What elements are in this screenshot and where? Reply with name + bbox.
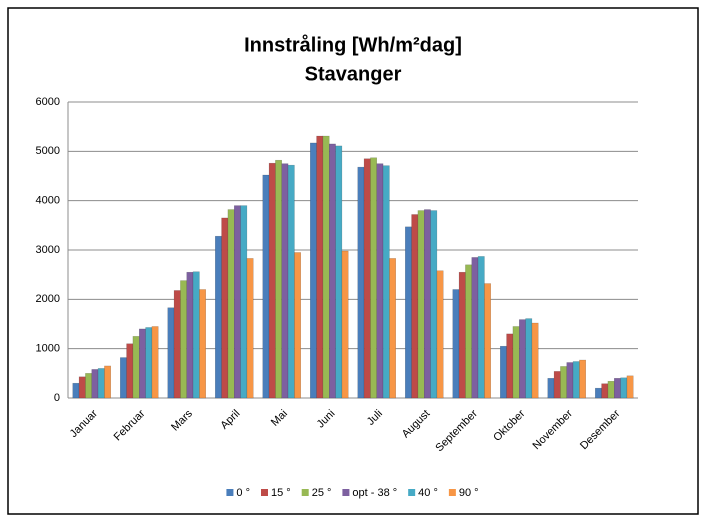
bar: [458, 271, 466, 399]
bar: [452, 289, 460, 399]
bar: [126, 343, 134, 399]
legend-swatch: [408, 489, 416, 496]
legend-swatch: [342, 489, 350, 496]
bar: [614, 378, 621, 399]
bar: [281, 163, 289, 399]
legend-label: 15 °: [271, 487, 291, 499]
bar: [192, 271, 200, 399]
bar: [173, 290, 181, 399]
bar: [382, 165, 390, 399]
y-tick-label: 0: [54, 392, 60, 404]
legend-label: 90 °: [459, 487, 479, 499]
bar: [506, 333, 514, 399]
bar: [85, 373, 92, 399]
bar: [268, 162, 276, 399]
bar: [145, 327, 153, 399]
y-tick-label: 4000: [36, 195, 60, 207]
y-tick-label: 1000: [36, 343, 60, 355]
y-tick-label: 6000: [36, 96, 60, 108]
bar: [97, 368, 105, 399]
legend-swatch: [226, 489, 234, 496]
bar: [104, 365, 111, 399]
bar: [389, 258, 396, 399]
bar: [512, 326, 520, 399]
bar: [246, 258, 254, 399]
y-tick-label: 5000: [36, 145, 60, 157]
bar: [167, 307, 175, 399]
bar: [363, 158, 371, 399]
bar: [579, 359, 587, 399]
bar: [547, 378, 555, 399]
bar: [465, 264, 472, 399]
bar: [91, 369, 99, 399]
bar: [240, 205, 248, 399]
bar: [572, 361, 580, 399]
bar: [477, 256, 485, 399]
bar: [294, 252, 301, 399]
chart-subtitle: Stavanger: [305, 63, 402, 85]
bar: [601, 383, 609, 399]
bar: [120, 357, 127, 399]
legend-label: opt - 38 °: [352, 487, 397, 499]
chart-title: Innstråling [Wh/m²dag]: [244, 33, 462, 56]
bar: [357, 166, 365, 399]
bar: [186, 271, 194, 399]
bar: [370, 157, 377, 399]
bar: [519, 319, 526, 399]
bar: [180, 280, 188, 399]
bar: [620, 377, 628, 399]
bar: [221, 217, 229, 399]
bar: [215, 235, 222, 399]
bar: [132, 336, 140, 399]
bar: [417, 210, 425, 399]
bar: [436, 270, 444, 399]
legend-swatch: [301, 489, 309, 496]
bar: [316, 135, 324, 399]
bar: [329, 143, 336, 399]
bar: [484, 283, 491, 399]
bar: [262, 174, 270, 399]
bar: [626, 375, 634, 399]
legend-swatch: [448, 489, 456, 496]
bar: [553, 371, 561, 399]
bar: [430, 210, 438, 399]
bar: [227, 209, 235, 399]
bar: [531, 322, 539, 399]
bar: [500, 345, 507, 399]
y-tick-label: 2000: [36, 293, 60, 305]
bar: [424, 209, 431, 399]
bar: [287, 164, 295, 399]
bar: [310, 142, 317, 399]
bar: [405, 226, 412, 399]
bar: [595, 387, 602, 399]
bar: [151, 326, 159, 399]
bar: [72, 382, 80, 399]
bar: [275, 159, 282, 399]
bar: [560, 366, 568, 399]
bar: [376, 163, 384, 399]
legend-swatch: [261, 489, 268, 496]
bar: [78, 376, 86, 399]
bar: [234, 205, 241, 399]
bar: [471, 257, 479, 399]
bar: [199, 289, 207, 399]
bar: [335, 145, 343, 399]
bar: [566, 362, 574, 399]
bar: [139, 328, 146, 399]
bar: [341, 250, 349, 399]
legend-label: 40 °: [418, 487, 438, 499]
legend-label: 25 °: [312, 487, 332, 499]
chart-frame: [7, 7, 699, 515]
bar: [607, 380, 615, 399]
bar: [411, 214, 419, 399]
legend-label: 0 °: [236, 487, 250, 499]
bar: [525, 318, 533, 399]
bar: [322, 135, 330, 399]
y-tick-label: 3000: [36, 244, 60, 256]
